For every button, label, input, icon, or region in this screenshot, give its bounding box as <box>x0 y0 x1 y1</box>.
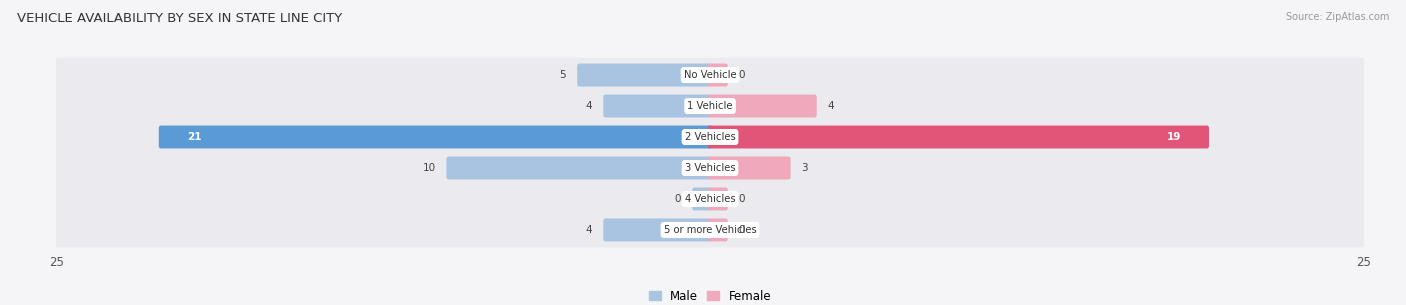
FancyBboxPatch shape <box>709 156 790 179</box>
FancyBboxPatch shape <box>709 188 728 210</box>
FancyBboxPatch shape <box>603 218 711 242</box>
Text: 21: 21 <box>187 132 201 142</box>
Text: Source: ZipAtlas.com: Source: ZipAtlas.com <box>1285 12 1389 22</box>
Legend: Male, Female: Male, Female <box>648 290 772 303</box>
Text: 0: 0 <box>738 70 745 80</box>
Text: 19: 19 <box>1167 132 1181 142</box>
Text: 1 Vehicle: 1 Vehicle <box>688 101 733 111</box>
Text: No Vehicle: No Vehicle <box>683 70 737 80</box>
Text: 0: 0 <box>738 194 745 204</box>
Text: 4 Vehicles: 4 Vehicles <box>685 194 735 204</box>
Text: 0: 0 <box>738 225 745 235</box>
Text: 4: 4 <box>586 225 592 235</box>
Text: 5 or more Vehicles: 5 or more Vehicles <box>664 225 756 235</box>
Text: 4: 4 <box>586 101 592 111</box>
FancyBboxPatch shape <box>603 95 711 117</box>
Text: 10: 10 <box>422 163 436 173</box>
FancyBboxPatch shape <box>53 120 1367 154</box>
FancyBboxPatch shape <box>53 89 1367 124</box>
FancyBboxPatch shape <box>53 151 1367 185</box>
Text: 0: 0 <box>675 194 682 204</box>
FancyBboxPatch shape <box>709 95 817 117</box>
FancyBboxPatch shape <box>709 126 1209 149</box>
FancyBboxPatch shape <box>709 63 728 87</box>
Text: 3: 3 <box>801 163 808 173</box>
FancyBboxPatch shape <box>447 156 711 179</box>
Text: 5: 5 <box>560 70 567 80</box>
FancyBboxPatch shape <box>53 213 1367 247</box>
Text: VEHICLE AVAILABILITY BY SEX IN STATE LINE CITY: VEHICLE AVAILABILITY BY SEX IN STATE LIN… <box>17 12 342 25</box>
FancyBboxPatch shape <box>53 181 1367 216</box>
Text: 4: 4 <box>828 101 834 111</box>
Text: 3 Vehicles: 3 Vehicles <box>685 163 735 173</box>
FancyBboxPatch shape <box>53 58 1367 92</box>
FancyBboxPatch shape <box>159 126 711 149</box>
FancyBboxPatch shape <box>578 63 711 87</box>
Text: 2 Vehicles: 2 Vehicles <box>685 132 735 142</box>
FancyBboxPatch shape <box>692 188 711 210</box>
FancyBboxPatch shape <box>709 218 728 242</box>
